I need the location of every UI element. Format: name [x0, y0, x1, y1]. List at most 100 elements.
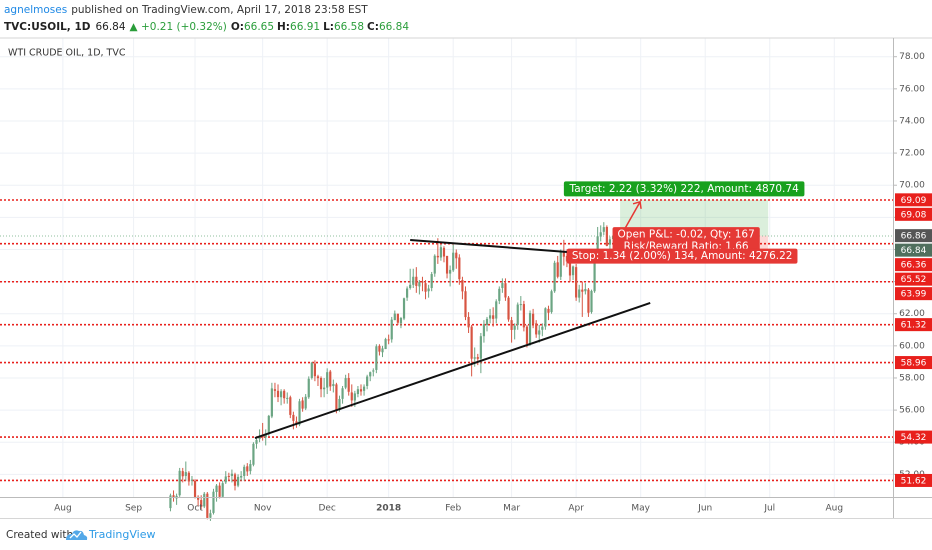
price-label: 65.52: [901, 275, 927, 285]
x-tick-label: Feb: [445, 504, 461, 514]
candle-body: [488, 315, 492, 319]
candle-body: [485, 318, 489, 325]
symbol: TVC:USOIL, 1D: [4, 21, 91, 33]
c-value: 66.84: [379, 21, 409, 33]
x-tick-label: Nov: [254, 504, 272, 514]
candle-body: [476, 357, 479, 359]
pnl-label-text: Open P&L: -0.02, Qty: 167: [618, 229, 755, 241]
stop-label: Stop: 1.34 (2.00%) 134, Amount: 4276.22: [566, 248, 798, 264]
candle-body: [344, 378, 347, 388]
candle-body: [292, 414, 295, 421]
x-tick-label: Apr: [568, 504, 584, 514]
candle-body: [390, 319, 393, 340]
price-label-bg: [895, 258, 932, 272]
candle-body: [187, 472, 190, 482]
candle-body: [516, 304, 519, 325]
x-tick-label: Jun: [697, 504, 712, 514]
candle-body: [301, 400, 304, 409]
candle-body: [372, 370, 375, 372]
candle-body: [418, 282, 421, 287]
target-label: Target: 2.22 (3.32%) 222, Amount: 4870.7…: [563, 181, 805, 197]
candle-body: [492, 315, 495, 319]
c-label: C:: [367, 21, 379, 33]
price-label: 63.99: [901, 290, 927, 300]
candle-body: [264, 433, 267, 438]
candle-body: [169, 495, 172, 509]
y-tick-label: 72.00: [899, 149, 925, 159]
candle-body: [307, 378, 310, 398]
candle-body: [193, 480, 197, 498]
candle-body: [258, 436, 261, 440]
candle-body: [409, 284, 412, 289]
candle-body: [399, 318, 403, 324]
price-label: 66.86: [901, 232, 927, 242]
y-tick-label: 76.00: [899, 84, 925, 94]
candle-body: [396, 313, 399, 323]
candle-body: [593, 257, 596, 292]
candle-body: [329, 371, 332, 387]
candle-body: [178, 470, 181, 496]
y-tick-label: 56.00: [899, 406, 925, 416]
candle-body: [366, 376, 369, 387]
candle-body: [218, 485, 221, 497]
y-tick-label: 78.00: [899, 52, 925, 62]
author[interactable]: agnelmoses: [4, 4, 67, 16]
candle-body: [507, 297, 510, 320]
candle-body: [402, 298, 406, 319]
candle-body: [267, 415, 270, 435]
candle-body: [482, 324, 486, 337]
candle-body: [221, 483, 224, 497]
created-with: Created with: [6, 529, 73, 541]
candle-body: [197, 496, 200, 500]
candle-body: [449, 269, 452, 274]
candle-body: [442, 247, 446, 257]
o-value: 66.65: [244, 21, 274, 33]
price-label: 51.62: [901, 476, 927, 486]
candle-body: [246, 466, 249, 472]
o-label: O:: [231, 21, 244, 33]
candle-body: [273, 389, 277, 391]
candle-body: [209, 513, 212, 518]
candle-body: [556, 262, 559, 277]
target-label-bg: [563, 181, 805, 197]
candle-body: [181, 471, 184, 477]
candle-body: [553, 262, 556, 292]
brand[interactable]: TradingView: [88, 528, 155, 541]
l-label: L:: [323, 21, 334, 33]
y-tick-label: 74.00: [899, 116, 925, 126]
candle-body: [286, 397, 289, 399]
y-tick-label: 60.00: [899, 341, 925, 351]
price-label: 69.08: [901, 210, 927, 220]
candle-body: [347, 377, 350, 392]
candle-body: [412, 276, 415, 285]
candle-body: [578, 289, 581, 298]
price-label-bg: [895, 272, 932, 286]
candle-body: [310, 362, 313, 378]
candle-body: [467, 316, 470, 328]
candle-body: [436, 255, 439, 258]
candle-body: [513, 325, 516, 330]
candle-body: [528, 313, 532, 345]
logo: [66, 530, 88, 540]
candle-body: [544, 308, 547, 327]
price-label: 66.36: [901, 261, 927, 271]
candle-body: [356, 389, 360, 395]
candle-body: [495, 301, 498, 319]
last: 66.84: [95, 21, 125, 33]
candle-body: [571, 266, 575, 276]
candle-body: [405, 288, 409, 298]
price-label-bg: [895, 430, 932, 444]
l-value: 66.58: [334, 21, 364, 33]
x-tick-label: Oct: [187, 504, 203, 514]
candle-body: [316, 376, 320, 379]
x-tick-label: May: [631, 504, 650, 514]
candle-body: [381, 348, 384, 353]
x-tick-label: Aug: [54, 504, 72, 514]
candle-body: [319, 377, 323, 390]
candle-body: [283, 390, 286, 399]
price-label: 58.96: [901, 359, 927, 369]
candle-body: [326, 372, 329, 388]
price-label-bg: [895, 243, 932, 257]
price-label-bg: [895, 193, 932, 207]
